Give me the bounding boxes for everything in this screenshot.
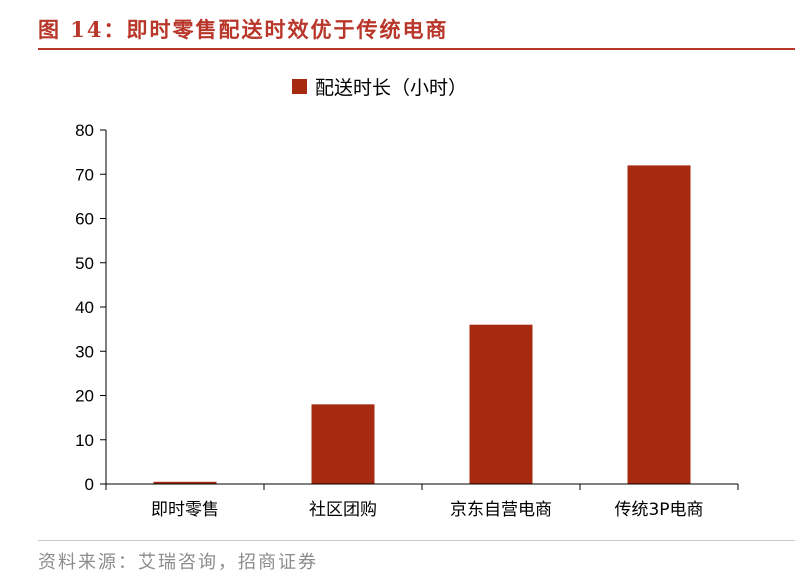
source-rule [38,540,795,541]
bars [153,165,691,484]
y-tick-label: 10 [75,431,94,450]
x-category-label: 社区团购 [309,500,377,520]
y-tick-label: 80 [75,121,94,140]
bar-4 [627,165,691,484]
title-rule [38,48,795,50]
y-tick-label: 40 [75,298,94,317]
axes [105,130,739,490]
y-tick-label: 20 [75,387,94,406]
y-tick-label: 50 [75,254,94,273]
y-tick-label: 70 [75,165,94,184]
x-category-label: 传统3P电商 [614,500,703,520]
y-tick-label: 60 [75,210,94,229]
y-axis-ticks: 0 10 20 30 40 50 60 70 80 [75,121,106,494]
x-axis-labels: 即时零售 社区团购 京东自营电商 传统3P电商 [151,500,704,520]
legend-label: 配送时长（小时） [315,77,467,99]
legend-swatch [292,79,307,94]
y-tick-label: 0 [85,475,94,494]
source-note: 资料来源：艾瑞咨询，招商证券 [38,552,318,573]
y-tick-label: 30 [75,342,94,361]
x-category-label: 即时零售 [151,500,219,520]
x-category-label: 京东自营电商 [450,500,552,520]
figure-title: 图 14：即时零售配送时效优于传统电商 [38,17,449,42]
legend: 配送时长（小时） [292,77,467,99]
bar-3 [469,324,533,484]
bar-2 [311,404,375,484]
bar-1 [153,481,217,484]
